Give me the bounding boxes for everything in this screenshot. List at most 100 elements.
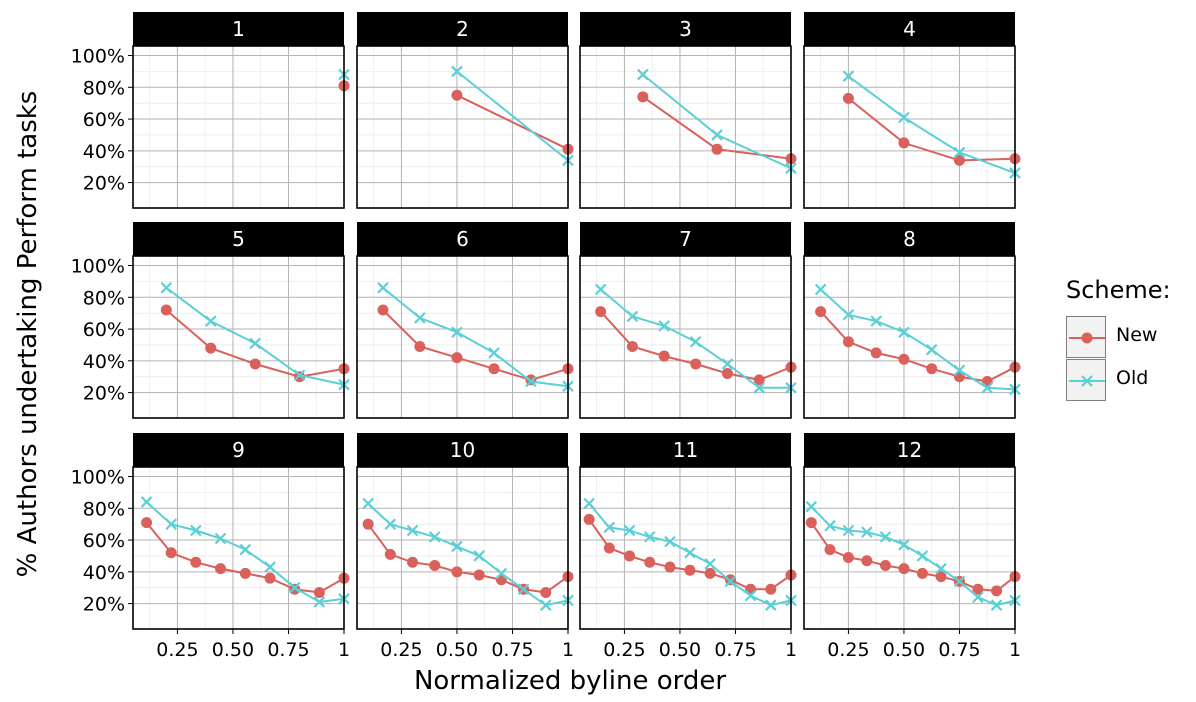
- point-new: [384, 548, 396, 560]
- facet-label: 2: [456, 17, 469, 41]
- panel-border: [132, 466, 345, 630]
- point-old: [689, 335, 702, 348]
- facet-label: 8: [903, 227, 916, 251]
- point-old: [239, 543, 252, 556]
- point-old: [981, 382, 994, 394]
- x-tick-label: 0.50: [212, 639, 254, 661]
- point-old: [925, 343, 938, 356]
- facet-panel-7: 7: [579, 222, 797, 419]
- panel-background: [804, 256, 1015, 418]
- point-old: [540, 599, 552, 611]
- point-new: [644, 556, 656, 568]
- point-new: [898, 137, 910, 149]
- y-tick-label: 80%: [83, 77, 125, 99]
- point-new: [753, 374, 765, 386]
- point-old: [594, 283, 607, 296]
- x-tick-label: 0.50: [659, 639, 701, 661]
- y-tick-label: 60%: [83, 530, 125, 552]
- point-old: [293, 369, 306, 381]
- facet-strip: [357, 12, 568, 46]
- point-old: [953, 146, 966, 159]
- panel-background: [804, 46, 1015, 208]
- point-new: [215, 563, 227, 575]
- point-new: [721, 368, 733, 380]
- point-new: [972, 583, 984, 595]
- point-new: [583, 513, 595, 525]
- facet-strip: [580, 433, 791, 467]
- x-tick-label: 0.50: [883, 639, 925, 661]
- y-tick-label: 100%: [71, 46, 125, 68]
- facet-panel-5: 5 20% 40% 60% 80% 100%: [71, 222, 350, 419]
- point-new: [953, 154, 965, 166]
- point-new: [765, 583, 777, 595]
- point-new: [540, 586, 552, 598]
- point-old: [879, 531, 892, 543]
- legend-item-old: Old: [1066, 359, 1194, 401]
- panel-border: [356, 466, 569, 630]
- facet-panel-8: 8: [803, 222, 1021, 419]
- facet-panel-10: 10 0.25 0.50 0.75 1: [356, 433, 574, 661]
- legend-marker-new: [1081, 332, 1093, 344]
- point-old: [623, 524, 636, 537]
- series-line-new: [382, 309, 569, 381]
- y-axis-label: % Authors undertaking Perform tasks: [13, 90, 43, 578]
- point-old: [953, 364, 966, 377]
- point-new: [916, 567, 928, 579]
- point-old: [664, 535, 676, 548]
- point-old: [451, 326, 463, 339]
- y-tick-label: 60%: [83, 109, 125, 131]
- point-old: [643, 531, 656, 543]
- y-tick-label: 40%: [83, 351, 125, 373]
- point-new: [805, 517, 817, 529]
- legend-label-new: New: [1116, 324, 1158, 346]
- point-old: [313, 596, 326, 608]
- facet-label: 3: [679, 17, 692, 41]
- point-old: [473, 550, 485, 562]
- point-new: [205, 342, 217, 354]
- series-line-new: [367, 523, 569, 594]
- point-new: [488, 363, 500, 375]
- point-old: [753, 382, 766, 394]
- facet-label: 11: [673, 438, 698, 462]
- panel-border: [132, 45, 345, 209]
- series-line-old: [810, 506, 1016, 607]
- panel-background: [133, 467, 344, 629]
- panel-border: [132, 255, 345, 419]
- point-old: [990, 599, 1003, 611]
- x-tick-label: 0.50: [436, 639, 478, 661]
- point-old: [140, 496, 153, 508]
- point-old: [870, 315, 882, 327]
- legend-key-new: [1066, 316, 1106, 358]
- point-new: [898, 353, 910, 365]
- facet-label: 1: [232, 17, 245, 41]
- point-old: [842, 70, 855, 82]
- x-tick-label: 1: [1009, 639, 1021, 661]
- point-new: [880, 559, 892, 571]
- point-new: [684, 564, 696, 576]
- point-new: [407, 556, 419, 568]
- point-new: [160, 304, 172, 316]
- panel-background: [133, 46, 344, 208]
- facet-strip: [804, 12, 1015, 46]
- facet-panel-4: 4: [803, 12, 1021, 209]
- point-new: [429, 559, 441, 571]
- x-tick-label: 0.25: [380, 639, 422, 661]
- facet-label: 10: [450, 438, 475, 462]
- point-new: [624, 550, 636, 562]
- point-old: [861, 526, 873, 538]
- point-old: [684, 546, 696, 559]
- point-old: [525, 375, 537, 388]
- point-new: [414, 341, 426, 353]
- panel-border: [803, 255, 1016, 419]
- y-tick-label: 40%: [83, 141, 125, 163]
- point-old: [637, 68, 649, 81]
- point-new: [264, 572, 276, 584]
- series-line-old: [820, 288, 1016, 391]
- facet-strip: [580, 12, 791, 46]
- point-new: [473, 569, 485, 581]
- facet-strip: [804, 433, 1015, 467]
- point-new: [870, 347, 882, 359]
- point-new: [603, 542, 615, 554]
- point-old: [721, 358, 734, 370]
- point-old: [953, 575, 966, 588]
